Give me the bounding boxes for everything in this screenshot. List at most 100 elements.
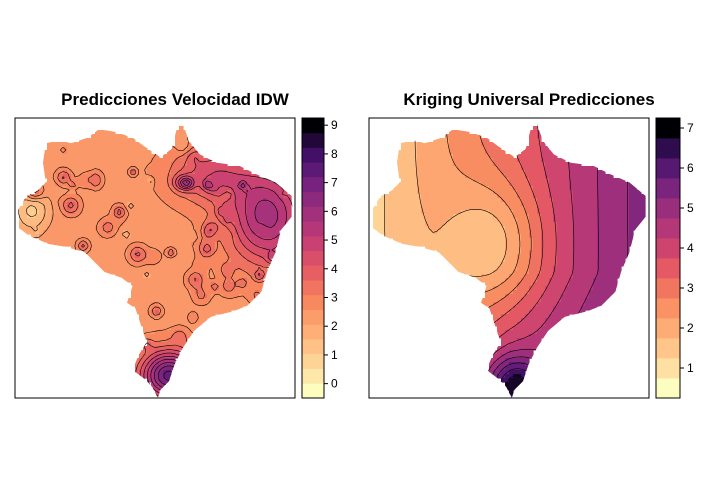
heat-cell xyxy=(271,190,276,195)
heat-cell xyxy=(545,262,550,267)
heat-cell xyxy=(159,166,164,171)
heat-cell xyxy=(95,190,100,195)
heat-cell xyxy=(255,266,260,271)
heat-cell xyxy=(183,238,188,243)
heat-cell xyxy=(609,266,614,271)
heat-cell xyxy=(585,182,590,187)
heat-cell xyxy=(497,166,502,171)
heat-cell xyxy=(513,342,518,347)
heat-cell xyxy=(155,158,160,163)
heat-cell xyxy=(223,218,228,223)
heat-cell xyxy=(633,210,638,215)
heat-cell xyxy=(633,202,638,207)
heat-cell xyxy=(417,162,422,167)
heat-cell xyxy=(541,150,546,155)
heat-cell xyxy=(549,306,554,311)
heat-cell xyxy=(561,250,566,255)
heat-cell xyxy=(211,262,216,267)
heat-cell xyxy=(597,282,602,287)
heat-cell xyxy=(529,334,534,339)
heat-cell xyxy=(135,358,140,363)
heat-cell xyxy=(119,214,124,219)
heat-cell xyxy=(497,206,502,211)
heat-cell xyxy=(131,226,136,231)
heat-cell xyxy=(83,198,88,203)
heat-cell xyxy=(557,302,562,307)
heat-cell xyxy=(505,266,510,271)
heat-cell xyxy=(255,214,260,219)
idw-chart-title: Predicciones Velocidad IDW xyxy=(61,90,290,109)
heat-cell xyxy=(127,266,132,271)
heat-cell xyxy=(553,190,558,195)
heat-cell xyxy=(135,258,140,263)
heat-cell xyxy=(235,270,240,275)
heat-cell xyxy=(87,242,92,247)
heat-cell xyxy=(255,246,260,251)
heat-cell xyxy=(525,222,530,227)
heat-cell xyxy=(501,326,506,331)
heat-cell xyxy=(609,214,614,219)
heat-cell xyxy=(171,338,176,343)
heat-cell xyxy=(449,242,454,247)
heat-cell xyxy=(513,326,518,331)
heat-cell xyxy=(247,218,252,223)
heat-cell xyxy=(151,226,156,231)
heat-cell xyxy=(445,246,450,251)
heat-cell xyxy=(553,318,558,323)
heat-cell xyxy=(545,254,550,259)
heat-cell xyxy=(509,238,514,243)
heat-cell xyxy=(87,194,92,199)
heat-cell xyxy=(473,190,478,195)
heat-cell xyxy=(99,226,104,231)
heat-cell xyxy=(437,238,442,243)
heat-cell xyxy=(577,170,582,175)
heat-cell xyxy=(51,154,56,159)
heat-cell xyxy=(629,202,634,207)
heat-cell xyxy=(525,174,530,179)
heat-cell xyxy=(63,238,68,243)
heat-cell xyxy=(55,166,60,171)
heat-cell xyxy=(521,346,526,351)
heat-cell xyxy=(251,254,256,259)
heat-cell xyxy=(207,226,212,231)
heat-cell xyxy=(545,226,550,231)
heat-cell xyxy=(505,278,510,283)
heat-cell xyxy=(497,250,502,255)
heat-cell xyxy=(473,194,478,199)
heat-cell xyxy=(279,206,284,211)
heat-cell xyxy=(31,206,36,211)
heat-cell xyxy=(477,266,482,271)
heat-cell xyxy=(223,186,228,191)
heat-cell xyxy=(457,270,462,275)
colorbar-tick-label: 3 xyxy=(331,290,338,304)
heat-cell xyxy=(593,262,598,267)
heat-cell xyxy=(151,350,156,355)
heat-cell xyxy=(55,214,60,219)
heat-cell xyxy=(191,206,196,211)
heat-cell xyxy=(621,186,626,191)
heat-cell xyxy=(513,202,518,207)
heat-cell xyxy=(393,206,398,211)
heat-cell xyxy=(195,226,200,231)
heat-cell xyxy=(565,302,570,307)
heat-cell xyxy=(79,214,84,219)
heat-cell xyxy=(235,286,240,291)
heat-cell xyxy=(413,234,418,239)
heat-cell xyxy=(47,150,52,155)
heat-cell xyxy=(219,254,224,259)
heat-cell xyxy=(641,206,646,211)
heat-cell xyxy=(159,210,164,215)
heat-cell xyxy=(589,298,594,303)
heat-cell xyxy=(203,274,208,279)
heat-cell xyxy=(533,214,538,219)
heat-cell xyxy=(91,246,96,251)
heat-cell xyxy=(465,170,470,175)
heat-cell xyxy=(127,186,132,191)
heat-cell xyxy=(505,282,510,287)
heat-cell xyxy=(127,170,132,175)
heat-cell xyxy=(517,218,522,223)
heat-cell xyxy=(155,302,160,307)
heat-cell xyxy=(381,218,386,223)
heat-cell xyxy=(151,286,156,291)
heat-cell xyxy=(95,206,100,211)
